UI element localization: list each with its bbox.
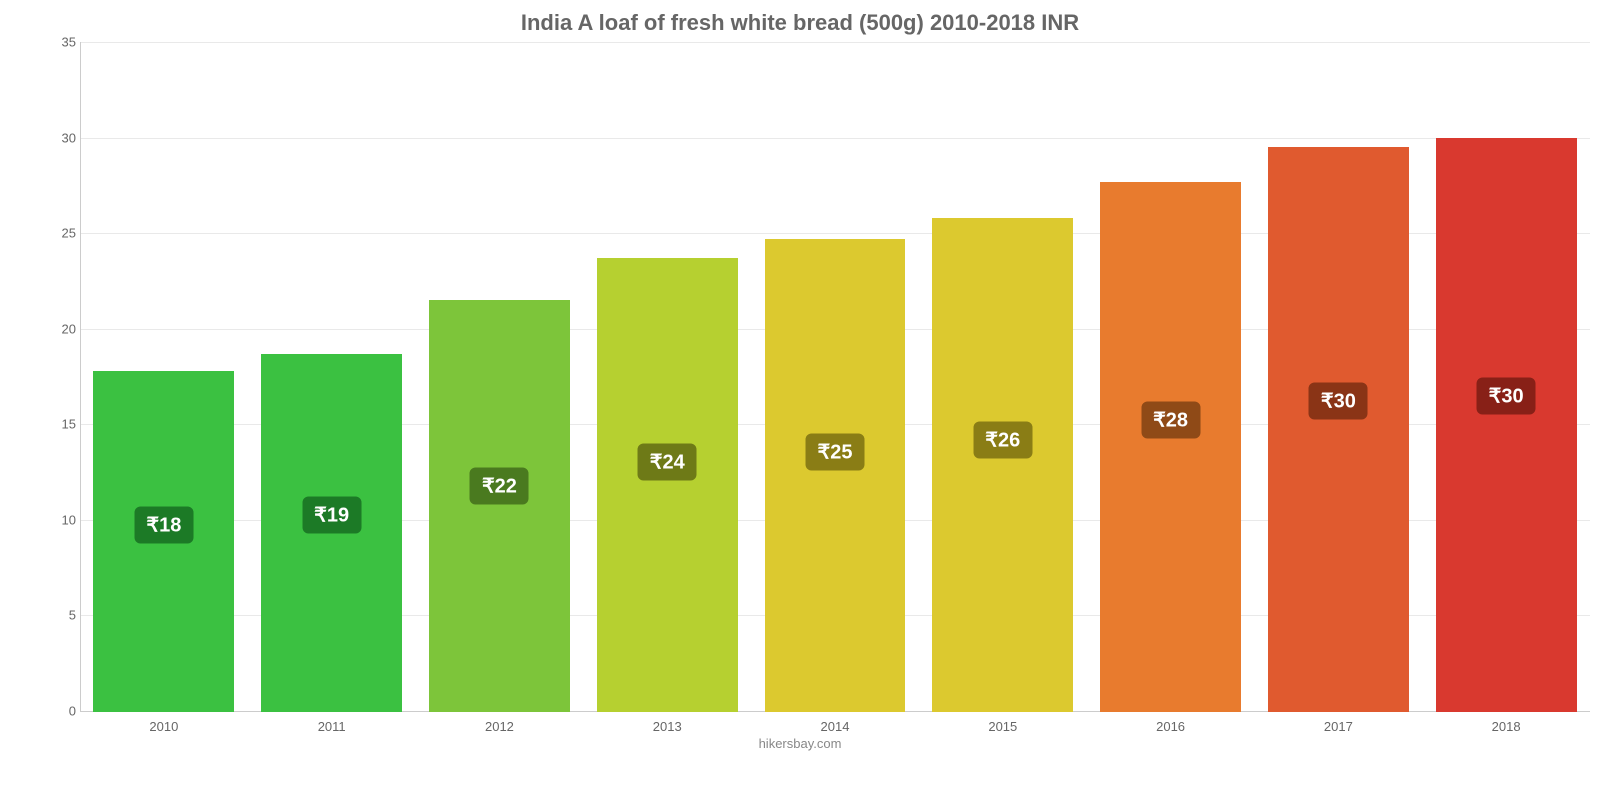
bar: ₹30 [1436, 138, 1577, 712]
xtick-label: 2012 [485, 719, 514, 734]
bar: ₹18 [93, 371, 234, 712]
value-badge: ₹25 [806, 433, 865, 470]
ytick-label: 25 [62, 226, 76, 241]
attribution: hikersbay.com [30, 736, 1570, 751]
xtick-label: 2016 [1156, 719, 1185, 734]
plot-area: 05101520253035 ₹182010₹192011₹222012₹242… [50, 42, 1590, 732]
bar-slot: ₹302018 [1422, 42, 1590, 712]
bar-slot: ₹182010 [80, 42, 248, 712]
xtick-label: 2015 [988, 719, 1017, 734]
ytick-label: 0 [69, 704, 76, 719]
bar-slot: ₹282016 [1087, 42, 1255, 712]
value-badge: ₹18 [134, 506, 193, 543]
xtick-label: 2013 [653, 719, 682, 734]
bar-slot: ₹222012 [416, 42, 584, 712]
ytick-label: 10 [62, 512, 76, 527]
value-badge: ₹24 [638, 444, 697, 481]
bar: ₹25 [765, 239, 906, 712]
ytick-label: 35 [62, 35, 76, 50]
bar-slot: ₹302017 [1254, 42, 1422, 712]
xtick-label: 2017 [1324, 719, 1353, 734]
ytick-label: 15 [62, 417, 76, 432]
bar: ₹28 [1100, 182, 1241, 712]
value-badge: ₹22 [470, 467, 529, 504]
value-badge: ₹26 [973, 422, 1032, 459]
bar: ₹26 [932, 218, 1073, 712]
xtick-label: 2014 [821, 719, 850, 734]
chart-title: India A loaf of fresh white bread (500g)… [30, 10, 1570, 36]
value-badge: ₹28 [1141, 402, 1200, 439]
value-badge: ₹19 [302, 497, 361, 534]
xtick-label: 2010 [149, 719, 178, 734]
bar: ₹19 [261, 354, 402, 712]
bar-slot: ₹262015 [919, 42, 1087, 712]
bar-slot: ₹242013 [583, 42, 751, 712]
ytick-label: 20 [62, 321, 76, 336]
bar: ₹30 [1268, 147, 1409, 712]
bar-slot: ₹252014 [751, 42, 919, 712]
bar-chart: India A loaf of fresh white bread (500g)… [0, 0, 1600, 800]
ytick-label: 5 [69, 608, 76, 623]
value-badge: ₹30 [1477, 378, 1536, 415]
value-badge: ₹30 [1309, 383, 1368, 420]
ytick-label: 30 [62, 130, 76, 145]
bar: ₹22 [429, 300, 570, 712]
bar: ₹24 [597, 258, 738, 712]
xtick-label: 2018 [1492, 719, 1521, 734]
xtick-label: 2011 [318, 719, 346, 734]
bar-slot: ₹192011 [248, 42, 416, 712]
bars-container: ₹182010₹192011₹222012₹242013₹252014₹2620… [80, 42, 1590, 712]
